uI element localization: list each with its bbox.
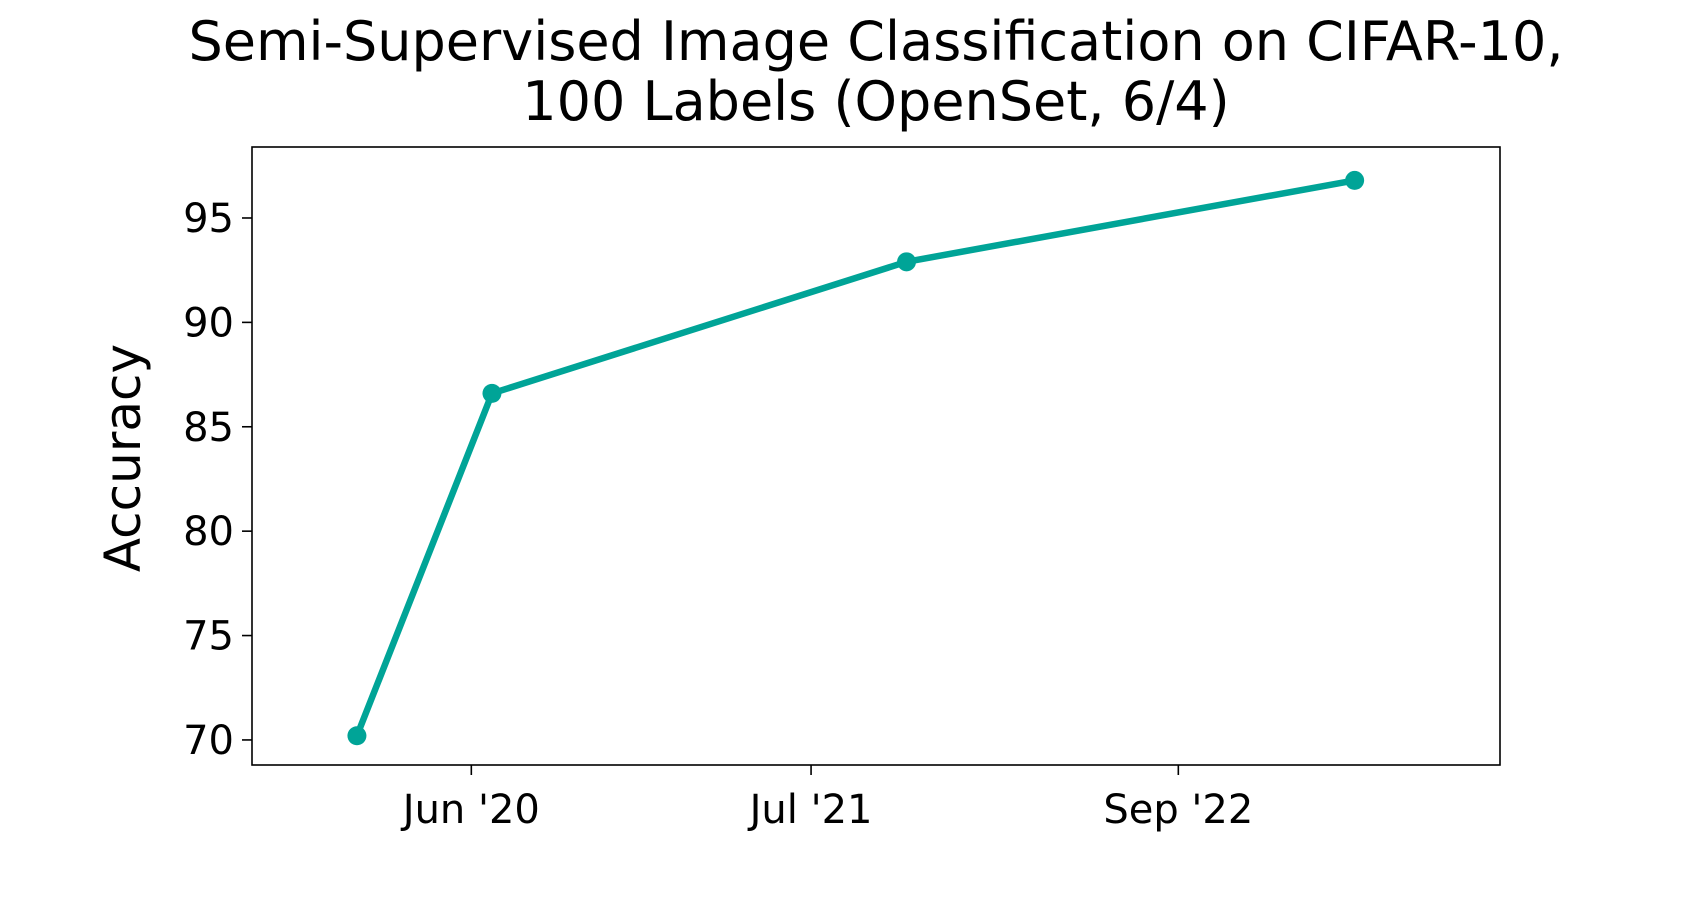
chart-title-line2: 100 Labels (OpenSet, 6/4) xyxy=(522,70,1229,133)
y-tick-label: 80 xyxy=(183,509,234,555)
data-point xyxy=(482,383,502,403)
data-point xyxy=(897,252,917,272)
plot-area: 70 75 80 85 90 95 Jun '20 Jul '21 Sep '22 xyxy=(183,146,1501,833)
data-point xyxy=(347,726,367,746)
y-tick-label: 70 xyxy=(183,718,234,764)
plot-frame xyxy=(251,146,1501,766)
x-tick-label: Jul '21 xyxy=(747,787,873,833)
chart-title-line1: Semi-Supervised Image Classification on … xyxy=(188,10,1563,73)
data-point xyxy=(1345,170,1365,190)
y-tick-label: 90 xyxy=(183,300,234,346)
y-axis-label: Accuracy xyxy=(94,344,152,572)
y-tick-label: 85 xyxy=(183,405,234,451)
x-tick-label: Jun '20 xyxy=(400,787,540,833)
x-tick-label: Sep '22 xyxy=(1103,787,1253,833)
y-tick-label: 75 xyxy=(183,614,234,660)
series-line xyxy=(353,177,1358,740)
y-tick-label: 95 xyxy=(183,196,234,242)
